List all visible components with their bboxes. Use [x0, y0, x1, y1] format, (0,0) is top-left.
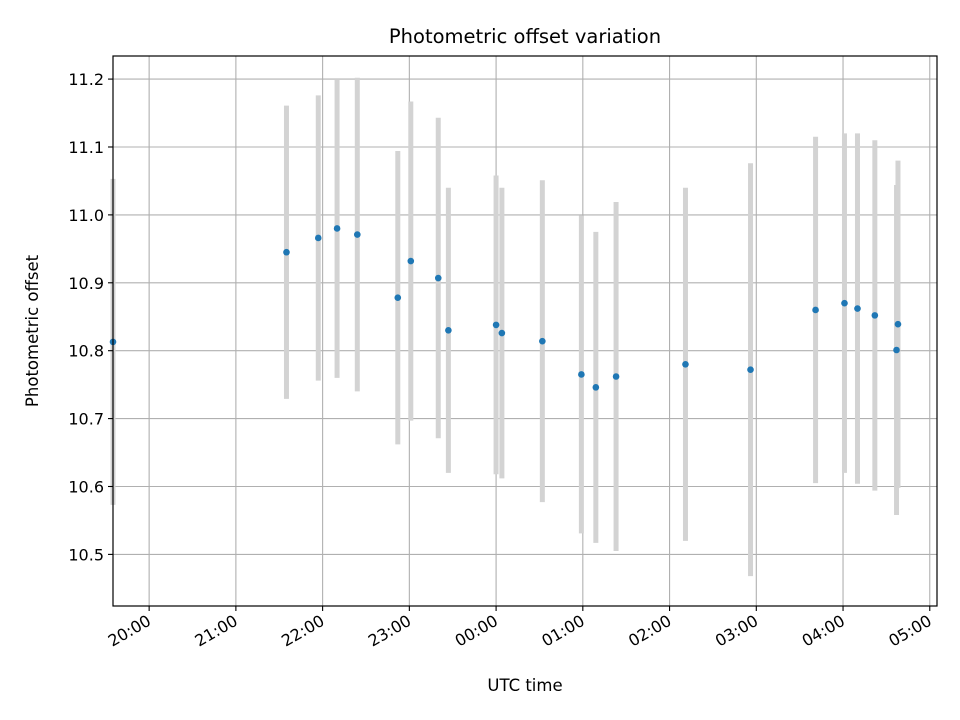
grid [113, 56, 937, 606]
y-axis-label: Photometric offset [23, 254, 42, 407]
data-point [578, 371, 585, 378]
chart-title: Photometric offset variation [389, 25, 661, 48]
data-point [434, 274, 442, 282]
y-tick-label: 10.5 [68, 545, 104, 564]
plot-area [113, 56, 937, 606]
y-tick-label: 11.1 [68, 138, 104, 157]
y-tick-label: 10.8 [68, 342, 104, 361]
data-point [894, 320, 902, 328]
y-tick-label: 10.6 [68, 477, 104, 496]
data-point [498, 329, 506, 337]
data-point [283, 248, 290, 256]
data-point [445, 327, 452, 334]
data-markers [109, 225, 902, 391]
data-point [747, 366, 754, 374]
data-point [492, 321, 500, 329]
y-tick-label: 10.7 [68, 410, 104, 429]
y-tick-label: 10.9 [68, 274, 104, 293]
data-point [333, 225, 341, 232]
data-point [407, 257, 415, 265]
data-point [871, 312, 879, 319]
data-point [893, 346, 900, 354]
data-point [592, 384, 600, 391]
y-tick-label: 11.0 [68, 206, 104, 225]
x-axis-label: UTC time [487, 676, 562, 695]
data-point [539, 337, 546, 345]
data-point [841, 299, 848, 307]
data-point [812, 306, 819, 314]
y-tick-label: 11.2 [68, 70, 104, 89]
plot-frame [112, 55, 938, 607]
data-point [394, 294, 402, 302]
data-point [854, 305, 861, 312]
data-point [314, 234, 322, 242]
data-point [682, 360, 689, 368]
y-axis: 10.5 10.6 10.7 10.8 10.9 11.0 11.1 11.2 [68, 70, 113, 564]
data-point [354, 231, 361, 238]
data-point [612, 373, 620, 380]
